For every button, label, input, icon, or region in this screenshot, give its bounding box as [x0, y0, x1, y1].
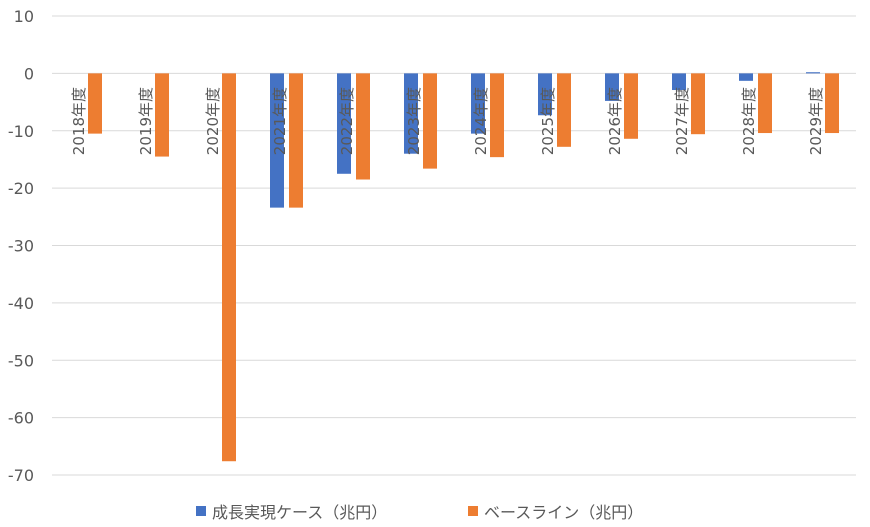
y-axis-tick-labels: 10 0 -10 -20 -30 -40 -50 -60 -70 — [8, 7, 34, 485]
category-labels: 2018年度 2019年度 2020年度 2021年度 2022年度 2023年度 2024… — [70, 87, 825, 155]
category-label: 2025年度 — [539, 87, 557, 155]
y-tick-label: -40 — [8, 294, 34, 313]
category-label: 2020年度 — [204, 87, 222, 155]
category-label: 2024年度 — [472, 87, 490, 155]
bar-growth-2027年度 — [672, 73, 686, 91]
y-tick-label: 10 — [14, 7, 34, 26]
legend-label: 成長実現ケース（兆円） — [212, 503, 387, 522]
bar-growth-2024年度 — [471, 73, 485, 134]
bar-baseline-2023年度 — [423, 73, 437, 169]
bar-growth-2022年度 — [337, 73, 351, 174]
bar-baseline-2018年度 — [88, 73, 102, 134]
bar-growth-2025年度 — [538, 73, 552, 116]
category-label: 2029年度 — [807, 87, 825, 155]
bars — [88, 72, 839, 462]
category-label: 2026年度 — [606, 87, 624, 155]
y-tick-label: -10 — [8, 122, 34, 141]
y-tick-label: -30 — [8, 237, 34, 256]
bar-growth-2023年度 — [404, 73, 418, 154]
bar-baseline-2020年度 — [222, 73, 236, 462]
gridlines — [52, 15, 856, 476]
y-tick-label: -20 — [8, 179, 34, 198]
bar-baseline-2029年度 — [825, 73, 839, 134]
bar-baseline-2021年度 — [289, 73, 303, 208]
category-label: 2023年度 — [405, 87, 423, 155]
bar-baseline-2027年度 — [691, 73, 705, 135]
bar-growth-2029年度 — [806, 72, 820, 74]
y-tick-label: -60 — [8, 409, 34, 428]
category-label: 2027年度 — [673, 87, 691, 155]
legend-swatch — [196, 506, 206, 516]
y-tick-label: -70 — [8, 466, 34, 485]
bar-baseline-2022年度 — [356, 73, 370, 180]
bar-baseline-2025年度 — [557, 73, 571, 147]
legend: 成長実現ケース（兆円） ベースライン（兆円） — [196, 503, 643, 522]
category-label: 2019年度 — [137, 87, 155, 155]
category-label: 2018年度 — [70, 87, 88, 155]
bar-baseline-2026年度 — [624, 73, 638, 139]
category-label: 2022年度 — [338, 87, 356, 155]
y-tick-label: -50 — [8, 351, 34, 370]
category-label: 2021年度 — [271, 87, 289, 155]
legend-swatch — [468, 506, 478, 516]
bar-growth-2028年度 — [739, 73, 753, 81]
y-tick-label: 0 — [24, 64, 34, 83]
bar-baseline-2028年度 — [758, 73, 772, 134]
bar-growth-2021年度 — [270, 73, 284, 208]
bar-baseline-2024年度 — [490, 73, 504, 158]
bar-baseline-2019年度 — [155, 73, 169, 157]
category-label: 2028年度 — [740, 87, 758, 155]
legend-label: ベースライン（兆円） — [484, 503, 643, 522]
bar-growth-2026年度 — [605, 73, 619, 101]
